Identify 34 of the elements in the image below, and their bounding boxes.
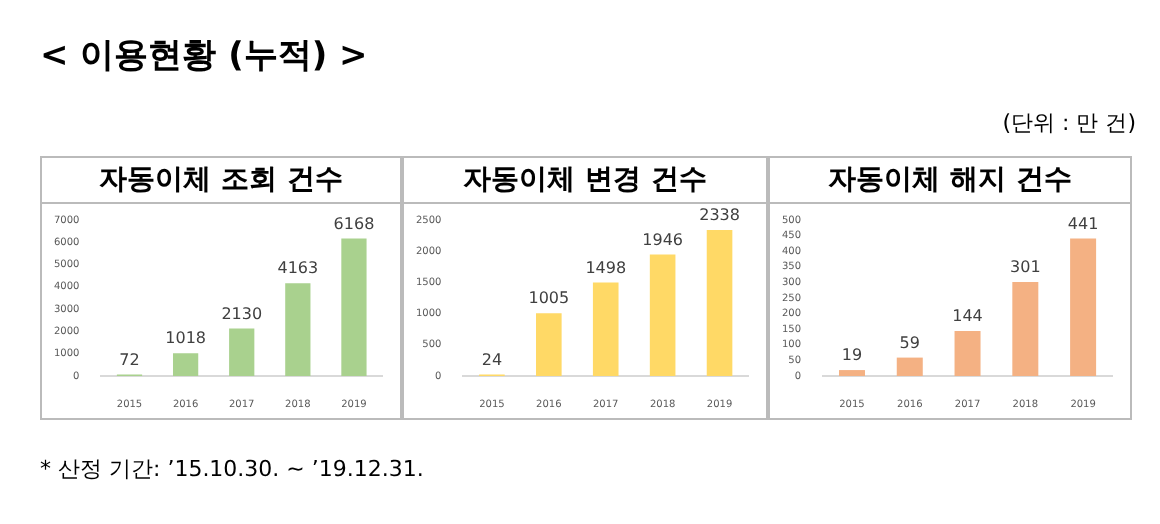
bar	[592, 282, 619, 376]
bar	[706, 230, 733, 376]
bar	[1070, 238, 1097, 376]
chart-title: 자동이체 해지 건수	[770, 158, 1130, 204]
data-label: 2130	[221, 304, 263, 323]
data-label: 2338	[699, 206, 740, 225]
bar	[172, 353, 199, 376]
data-label: 6168	[333, 214, 375, 233]
bar	[838, 370, 865, 376]
data-label: 1498	[585, 258, 627, 277]
data-label: 59	[899, 333, 920, 352]
data-label: 144	[952, 307, 983, 326]
chart-title: 자동이체 변경 건수	[404, 158, 766, 204]
data-label: 441	[1067, 214, 1099, 233]
data-label: 72	[119, 350, 140, 369]
text: * 산정 기간: ’15.10.30. ~ ’19.12.31.	[40, 454, 424, 484]
bar	[341, 238, 367, 376]
text: (단위 : 만 건)	[1002, 108, 1136, 138]
text: < 이용현황 (누적) >	[40, 34, 368, 78]
data-label: 1005	[528, 289, 570, 308]
bar	[649, 254, 676, 376]
bar	[229, 328, 255, 376]
bar	[536, 313, 562, 376]
bar	[896, 357, 923, 376]
chart-title: 자동이체 조회 건수	[42, 158, 400, 204]
data-label: 1946	[642, 230, 683, 249]
data-label: 4163	[277, 259, 319, 278]
bar	[285, 283, 311, 376]
data-label: 19	[841, 346, 863, 365]
bar	[954, 331, 981, 376]
data-label: 24	[481, 350, 503, 369]
data-label: 301	[1010, 258, 1041, 277]
data-label: 1018	[165, 329, 206, 348]
bar	[1012, 282, 1039, 376]
